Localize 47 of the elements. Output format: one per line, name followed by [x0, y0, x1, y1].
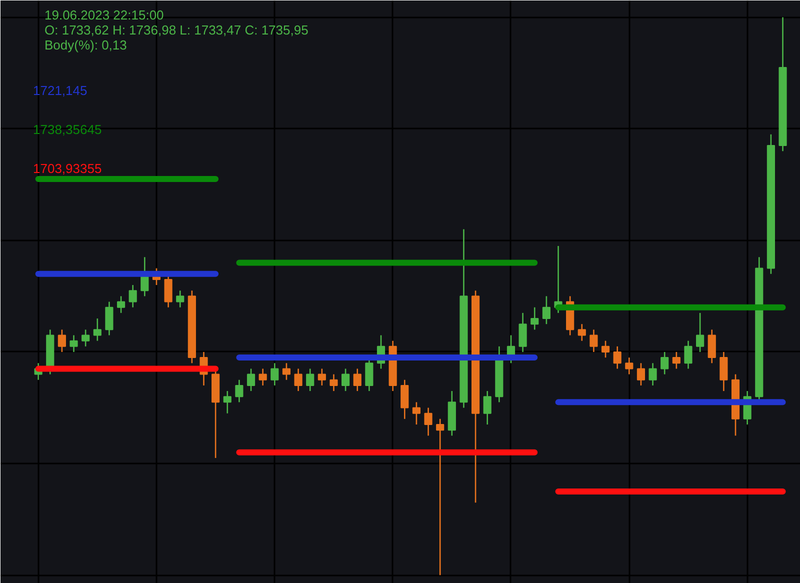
candlestick [436, 418, 444, 576]
candlestick [590, 329, 598, 353]
candlestick [660, 351, 669, 375]
text: 1721,145 [33, 82, 88, 98]
candlestick [412, 402, 420, 426]
candlestick [235, 379, 244, 403]
candlestick [672, 351, 680, 370]
candlestick [223, 390, 232, 414]
candlestick [246, 368, 256, 392]
candlestick [294, 368, 302, 392]
candlestick [578, 323, 586, 342]
text: 1738,35645 [33, 122, 102, 136]
candlestick [93, 318, 102, 342]
candlestick [58, 329, 66, 353]
candlestick [330, 374, 338, 392]
candlestick [258, 368, 267, 386]
candlestick [483, 390, 492, 426]
candlestick [353, 368, 362, 392]
candlestick [105, 301, 114, 336]
annotation: 19.06.2023 22:15:00 [44, 8, 164, 22]
candlestick [400, 379, 409, 420]
candlestick [613, 346, 622, 370]
candlestick [70, 334, 78, 353]
candlestick [82, 329, 90, 348]
candlestick [636, 362, 646, 386]
candlestick [648, 362, 657, 386]
candlestick [518, 312, 527, 353]
candlestick [720, 351, 728, 392]
candlestick [318, 368, 326, 386]
candlestick [696, 312, 704, 353]
candlestick [625, 356, 634, 375]
candlestick [282, 362, 291, 381]
candlestick [342, 368, 350, 392]
annotation: O: 1733,62 H: 1736,98 L: 1733,47 C: 1735,95 [44, 22, 308, 38]
candlestick [424, 407, 432, 436]
candlestick [684, 340, 692, 370]
candlestick [530, 306, 539, 330]
candlestick [116, 296, 126, 314]
candlestick [601, 340, 610, 358]
candlestick [176, 290, 184, 308]
annotation: Body(%): 0,13 [44, 38, 127, 52]
text: 1703,93355 [33, 160, 102, 176]
candlestick [306, 368, 314, 392]
candlestick [708, 329, 716, 364]
candlestick [270, 362, 279, 386]
candlestick [542, 296, 550, 325]
candlestick [128, 284, 137, 308]
